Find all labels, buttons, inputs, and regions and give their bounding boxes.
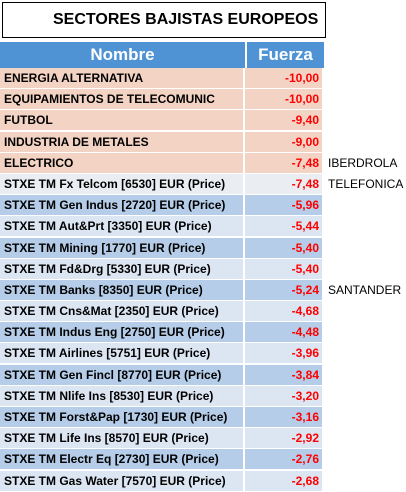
sector-name-cell: ENERGIA ALTERNATIVA [0, 68, 243, 88]
table-row[interactable]: STXE TM Aut&Prt [3350] EUR (Price) -5,44 [0, 216, 406, 237]
force-value-cell: -5,44 [245, 216, 322, 237]
force-value-cell: -10,00 [245, 89, 322, 110]
sector-name-cell: STXE TM Gas Water [7570] EUR (Price) [0, 470, 243, 491]
company-note: IBERDROLA [328, 155, 398, 170]
company-note: TELEFONICA [328, 176, 404, 191]
sector-name-cell: EQUIPAMIENTOS DE TELECOMUNIC [0, 89, 243, 110]
sector-name-cell: INDUSTRIA DE METALES [0, 131, 243, 152]
table-row[interactable]: EQUIPAMIENTOS DE TELECOMUNIC -10,00 [0, 89, 406, 110]
sector-name-cell: ELECTRICO [0, 152, 243, 173]
sector-name-cell: STXE TM Life Ins [8570] EUR (Price) [0, 428, 243, 449]
force-value-cell: -3,16 [245, 407, 322, 427]
table-row[interactable]: STXE TM Cns&Mat [2350] EUR (Price) -4,68 [0, 301, 406, 322]
column-header-name[interactable]: Nombre [90, 45, 155, 64]
force-value-cell: -7,48 [245, 152, 322, 173]
table-row[interactable]: STXE TM Fx Telcom [6530] EUR (Price) -7,4… [0, 173, 406, 195]
sector-name-cell: STXE TM Gen Indus [2720] EUR (Price) [0, 195, 243, 216]
force-value-cell: -4,68 [245, 301, 322, 322]
force-value-cell: -4,48 [245, 322, 322, 343]
force-value-cell: -5,24 [245, 279, 322, 300]
table-row[interactable]: STXE TM Gen Indus [2720] EUR (Price) -5,9… [0, 195, 406, 216]
sector-table: ENERGIA ALTERNATIVA -10,00 EQUIPAMIENTOS D… [0, 68, 406, 492]
title-box: SECTORES BAJISTAS EUROPEOS [2, 2, 326, 38]
sector-name-cell: STXE TM Forst&Pap [1730] EUR (Price) [0, 407, 243, 427]
table-row[interactable]: STXE TM Mining [1770] EUR (Price) -5,40 [0, 237, 406, 259]
sector-name-cell: STXE TM Nlife Ins [8530] EUR (Price) [0, 385, 243, 406]
sector-name-cell: STXE TM Fx Telcom [6530] EUR (Price) [0, 173, 243, 194]
sector-name-cell: STXE TM Fd&Drg [5330] EUR (Price) [0, 258, 243, 279]
force-value-cell: -3,20 [245, 385, 322, 406]
sector-name-cell: FUTBOL [0, 110, 243, 131]
table-row[interactable]: STXE TM Airlines [5751] EUR (Price) -3,96 [0, 343, 406, 364]
sector-name-cell: STXE TM Cns&Mat [2350] EUR (Price) [0, 301, 243, 322]
table-row[interactable]: ENERGIA ALTERNATIVA -10,00 [0, 68, 406, 89]
force-value-cell: -2,76 [245, 449, 322, 470]
table-row[interactable]: STXE TM Nlife Ins [8530] EUR (Price) -3,2… [0, 385, 406, 407]
sector-name-cell: STXE TM Banks [8350] EUR (Price) [0, 279, 243, 300]
table-row[interactable]: STXE TM Banks [8350] EUR (Price) -5,24 SAN… [0, 279, 406, 301]
table-row[interactable]: STXE TM Gas Water [7570] EUR (Price) -2,6… [0, 470, 406, 492]
column-header-force[interactable]: Fuerza [245, 42, 324, 68]
force-value-cell: -5,96 [245, 195, 322, 216]
table-row[interactable]: STXE TM Gen Fincl [8770] EUR (Price) -3,8… [0, 364, 406, 386]
table-row[interactable]: STXE TM Life Ins [8570] EUR (Price) -2,92 [0, 428, 406, 449]
force-value-cell: -5,40 [245, 258, 322, 279]
table-row[interactable]: INDUSTRIA DE METALES -9,00 [0, 131, 406, 153]
force-value-cell: -3,96 [245, 343, 322, 364]
table-row[interactable]: STXE TM Forst&Pap [1730] EUR (Price) -3,1… [0, 407, 406, 428]
force-value-cell: -7,48 [245, 173, 322, 194]
sector-name-cell: STXE TM Electr Eq [2730] EUR (Price) [0, 449, 243, 470]
company-note: SANTANDER [328, 282, 402, 297]
force-value-cell: -2,92 [245, 428, 322, 449]
table-row[interactable]: STXE TM Electr Eq [2730] EUR (Price) -2,7… [0, 449, 406, 470]
force-value-cell: -3,84 [245, 364, 322, 385]
page-title: SECTORES BAJISTAS EUROPEOS [53, 11, 319, 28]
force-value-cell: -2,68 [245, 470, 322, 491]
table-row[interactable]: STXE TM Indus Eng [2750] EUR (Price) -4,4… [0, 322, 406, 343]
sector-name-cell: STXE TM Mining [1770] EUR (Price) [0, 237, 243, 258]
sector-name-cell: STXE TM Indus Eng [2750] EUR (Price) [0, 322, 243, 343]
table-row[interactable]: STXE TM Fd&Drg [5330] EUR (Price) -5,40 [0, 258, 406, 280]
sector-name-cell: STXE TM Airlines [5751] EUR (Price) [0, 343, 243, 364]
force-value-cell: -5,40 [245, 237, 322, 258]
force-value-cell: -10,00 [245, 68, 322, 88]
force-value-cell: -9,40 [245, 110, 322, 131]
sector-name-cell: STXE TM Gen Fincl [8770] EUR (Price) [0, 364, 243, 385]
table-row[interactable]: FUTBOL -9,40 [0, 110, 406, 131]
force-value-cell: -9,00 [245, 131, 322, 152]
sector-name-cell: STXE TM Aut&Prt [3350] EUR (Price) [0, 216, 243, 237]
table-header: Nombre Fuerza [0, 42, 324, 68]
table-row[interactable]: ELECTRICO -7,48 IBERDROLA [0, 152, 406, 174]
